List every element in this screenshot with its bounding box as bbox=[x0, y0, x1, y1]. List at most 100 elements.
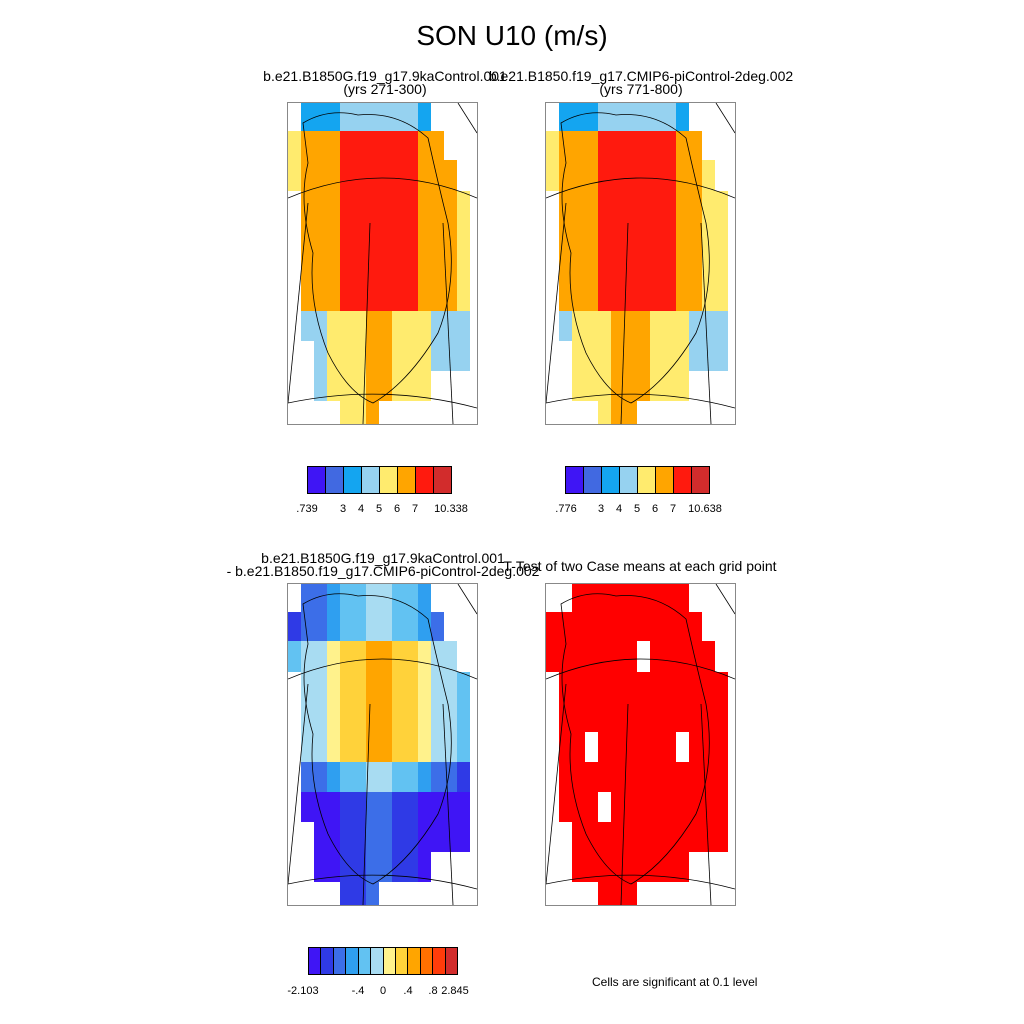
grid-cell bbox=[340, 702, 353, 732]
cb2-label: .776 bbox=[555, 503, 577, 515]
grid-cell bbox=[598, 702, 611, 732]
grid-cell bbox=[572, 341, 585, 371]
grid-cell bbox=[418, 732, 431, 762]
grid-cell bbox=[379, 702, 392, 732]
grid-cell bbox=[650, 251, 663, 281]
latitude-line bbox=[288, 874, 477, 890]
longitude-line bbox=[442, 703, 454, 905]
cb-diff-label: .4 bbox=[403, 985, 413, 997]
grid-cell bbox=[418, 371, 431, 401]
grid-cell bbox=[418, 281, 431, 311]
grid-cell bbox=[650, 584, 663, 612]
colorbar-swatch bbox=[358, 948, 372, 974]
grid-cell bbox=[457, 732, 470, 762]
grid-cell bbox=[392, 103, 405, 131]
grid-cell bbox=[327, 672, 340, 702]
grid-cell bbox=[546, 612, 559, 641]
grid-cell bbox=[663, 341, 676, 371]
grid-cell bbox=[637, 281, 650, 311]
grid-cell bbox=[611, 251, 624, 281]
grid-cell bbox=[353, 882, 366, 905]
grid-cell bbox=[637, 584, 650, 612]
grid-cell bbox=[353, 584, 366, 612]
cb2-label: 6 bbox=[651, 503, 659, 515]
cb-diff-label: 2.845 bbox=[441, 985, 469, 997]
grid-cell bbox=[405, 641, 418, 672]
grid-cell bbox=[702, 792, 715, 822]
grid-cell bbox=[366, 191, 379, 221]
grid-cell bbox=[637, 852, 650, 882]
grid-cell bbox=[689, 251, 702, 281]
colorbar-2 bbox=[565, 466, 710, 494]
grid-cell bbox=[392, 672, 405, 702]
grid-cell bbox=[559, 251, 572, 281]
grid-cell bbox=[650, 792, 663, 822]
cb1-label: .739 bbox=[296, 503, 318, 515]
grid-cell bbox=[637, 160, 650, 191]
grid-cell bbox=[405, 371, 418, 401]
grid-cell bbox=[301, 103, 314, 131]
grid-cell bbox=[585, 131, 598, 160]
grid-cell bbox=[702, 311, 715, 341]
grid-cell bbox=[702, 702, 715, 732]
grid-cell bbox=[301, 221, 314, 251]
panel-3-title: b.e21.B1850G.f19_g17.9kaControl.001- b.e… bbox=[226, 550, 540, 579]
grid-cell bbox=[650, 131, 663, 160]
grid-cell bbox=[405, 672, 418, 702]
grid-cell bbox=[327, 251, 340, 281]
grid-cell bbox=[689, 672, 702, 702]
longitude-line bbox=[546, 202, 567, 404]
grid-cell bbox=[559, 131, 572, 160]
grid-cell bbox=[624, 702, 637, 732]
panel-4-title: T-Test of two Case means at each grid po… bbox=[503, 558, 777, 574]
grid-cell bbox=[353, 672, 366, 702]
grid-cell bbox=[340, 341, 353, 371]
grid-cell bbox=[444, 341, 457, 371]
longitude-line bbox=[620, 222, 629, 424]
grid-cell bbox=[379, 612, 392, 641]
grid-cell bbox=[353, 822, 366, 852]
grid-cell bbox=[431, 732, 444, 762]
grid-cell bbox=[611, 852, 624, 882]
grid-cell bbox=[598, 311, 611, 341]
longitude-line bbox=[715, 584, 735, 615]
grid-cell bbox=[585, 251, 598, 281]
colorbar-1 bbox=[307, 466, 452, 494]
grid-cell bbox=[444, 641, 457, 672]
cb1-label: 5 bbox=[375, 503, 383, 515]
grid-cell bbox=[457, 281, 470, 311]
grid-cell bbox=[611, 160, 624, 191]
grid-cell bbox=[353, 341, 366, 371]
grid-cell bbox=[392, 822, 405, 852]
grid-cell bbox=[624, 103, 637, 131]
grid-cell bbox=[611, 762, 624, 792]
grid-cell bbox=[301, 584, 314, 612]
grid-cell bbox=[689, 641, 702, 672]
longitude-line bbox=[457, 103, 477, 134]
grid-cell bbox=[327, 281, 340, 311]
grid-cell bbox=[611, 281, 624, 311]
grid-cell bbox=[327, 584, 340, 612]
grid-cell bbox=[405, 732, 418, 762]
grid-cell bbox=[676, 852, 689, 882]
grid-cell bbox=[559, 702, 572, 732]
grid-cell bbox=[327, 852, 340, 882]
cb-diff-label: -.4 bbox=[351, 985, 365, 997]
grid-cell bbox=[379, 584, 392, 612]
grid-cell bbox=[314, 641, 327, 672]
grid-cell bbox=[611, 882, 624, 905]
grid-cell bbox=[598, 852, 611, 882]
grid-cell bbox=[689, 281, 702, 311]
grid-cell bbox=[585, 822, 598, 852]
grid-cell bbox=[327, 131, 340, 160]
colorbar-diff bbox=[308, 947, 458, 975]
grid-cell bbox=[301, 702, 314, 732]
grid-cell bbox=[559, 762, 572, 792]
grid-cell bbox=[314, 852, 327, 882]
grid-cell bbox=[314, 732, 327, 762]
grid-cell bbox=[314, 251, 327, 281]
grid-cell bbox=[689, 822, 702, 852]
grid-cell bbox=[598, 191, 611, 221]
grid-cell bbox=[405, 612, 418, 641]
grid-cell bbox=[702, 641, 715, 672]
